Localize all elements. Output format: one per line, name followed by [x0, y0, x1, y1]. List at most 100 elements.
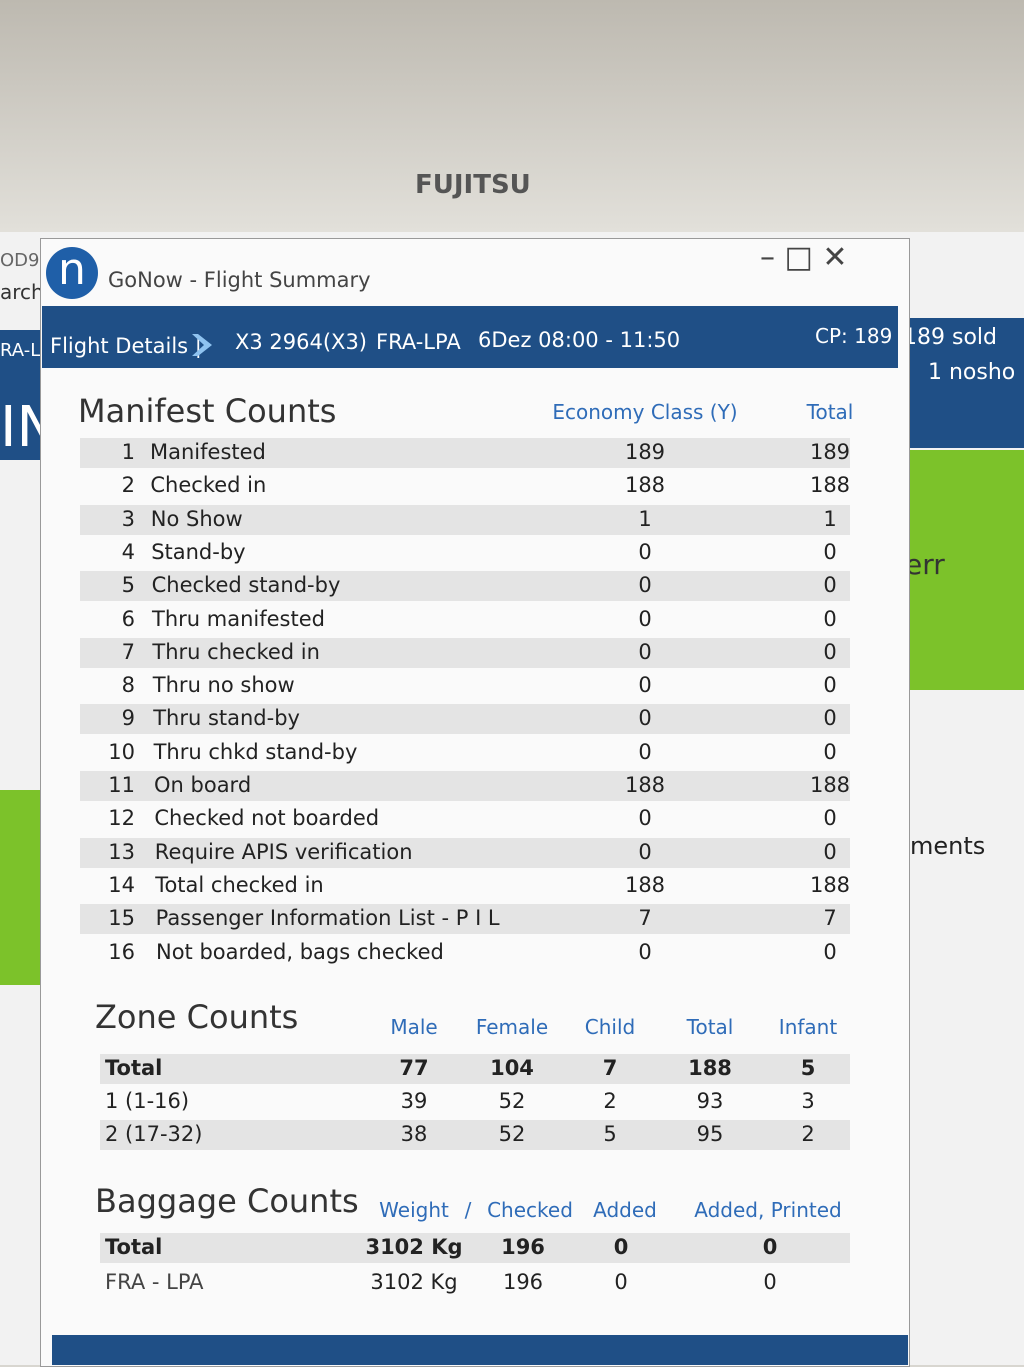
row-value: 189: [624, 440, 666, 464]
row-value: 38: [400, 1122, 428, 1146]
row-value: 5: [800, 1056, 816, 1080]
column-header: Added, Printed: [694, 1198, 842, 1222]
row-value: 188: [624, 773, 666, 797]
window-controls[interactable]: – □ ✕: [760, 240, 848, 275]
row-stripe: [80, 704, 850, 735]
row-value: 0: [638, 739, 652, 764]
row-number: 11: [108, 773, 135, 797]
row-value: 7: [638, 906, 652, 931]
row-value: 188: [809, 872, 851, 897]
header-bar: [42, 306, 898, 368]
row-number: 14: [108, 872, 135, 897]
window: [40, 238, 910, 1367]
row-value: 93: [696, 1089, 724, 1113]
row-value: 188: [624, 872, 666, 897]
baggage-title: Baggage Counts: [95, 1182, 359, 1220]
row-value: 1: [823, 506, 837, 531]
row-value: 0: [823, 539, 837, 564]
row-value: 1: [638, 506, 652, 531]
bottom-bar: [52, 1335, 908, 1365]
row-label: On board: [154, 773, 252, 797]
row-number: 4: [121, 539, 135, 564]
window-title: GoNow - Flight Summary: [108, 268, 371, 292]
row-stripe: [80, 571, 850, 602]
row-stripe: [100, 1233, 850, 1263]
row-value: 0: [638, 539, 652, 564]
row-stripe: [100, 1120, 850, 1150]
row-stripe: [80, 504, 850, 535]
row-label: Checked stand-by: [151, 573, 341, 598]
row-number: 6: [121, 606, 135, 631]
row-value: 189: [809, 440, 851, 464]
left-text: arch: [0, 280, 44, 304]
row-label: Checked not boarded: [154, 806, 380, 831]
row-number: 15: [108, 906, 135, 931]
cp: CP: 189: [815, 324, 893, 348]
column-header: /: [464, 1198, 472, 1222]
row-value: 77: [399, 1056, 429, 1080]
row-label: Total: [105, 1235, 163, 1259]
manifest-title: Manifest Counts: [78, 392, 337, 430]
row-value: 196: [502, 1270, 544, 1294]
route: FRA-LPA: [376, 330, 461, 354]
row-label: Not boarded, bags checked: [156, 939, 444, 964]
left-text: OD9: [0, 250, 40, 271]
logo: n: [46, 247, 98, 299]
row-value: 0: [823, 606, 837, 631]
row-number: 10: [108, 739, 135, 764]
row-value: 188: [688, 1056, 732, 1080]
right-green: [905, 450, 1024, 690]
column-header: Added: [593, 1198, 657, 1222]
row-number: 2: [121, 473, 135, 498]
row-value: 0: [823, 739, 837, 764]
column-header: Total: [686, 1015, 734, 1039]
row-value: 0: [762, 1235, 778, 1259]
left-text: RA-L: [0, 340, 41, 361]
row-value: 0: [823, 639, 837, 664]
column-header: Total: [806, 400, 854, 424]
row-value: 3102 Kg: [370, 1270, 458, 1294]
row-value: 39: [400, 1089, 428, 1113]
row-value: 0: [613, 1235, 629, 1259]
row-value: 196: [501, 1235, 545, 1259]
left-green: [0, 790, 42, 985]
row-label: Thru no show: [152, 673, 295, 698]
row-value: 0: [823, 939, 837, 964]
monitor-brand: FUJITSU: [415, 170, 531, 200]
row-number: 12: [108, 806, 135, 831]
column-header: Female: [475, 1015, 549, 1039]
row-number: 3: [121, 506, 135, 531]
row-value: 95: [696, 1122, 724, 1146]
row-stripe: [80, 904, 850, 935]
column-header: Child: [584, 1015, 636, 1039]
row-number: 9: [121, 706, 135, 731]
flight: X3 2964(X3): [235, 330, 367, 354]
plane-icon: [192, 334, 212, 356]
row-stripe: [80, 637, 850, 668]
row-label: Stand-by: [151, 539, 246, 564]
bezel: [0, 0, 1024, 232]
row-label: Checked in: [150, 473, 267, 498]
row-value: 3102 Kg: [365, 1235, 463, 1259]
row-label: Thru stand-by: [153, 706, 300, 731]
row-label: Total checked in: [155, 872, 324, 897]
sold: 189 sold: [903, 325, 997, 350]
row-stripe: [80, 837, 850, 868]
row-value: 0: [823, 706, 837, 731]
row-label: No Show: [150, 506, 243, 531]
row-value: 188: [624, 473, 666, 498]
link[interactable]: ments: [910, 832, 986, 860]
left-blue: [0, 330, 40, 460]
row-value: 0: [638, 706, 652, 731]
row-label: Passenger Information List - P I L: [155, 906, 500, 931]
status: err: [905, 548, 945, 581]
row-stripe: [80, 438, 850, 468]
column-header: Male: [390, 1015, 438, 1039]
zone-title: Zone Counts: [95, 998, 299, 1036]
row-stripe: [100, 1054, 850, 1084]
row-value: 0: [823, 806, 837, 831]
row-stripe: [80, 771, 850, 801]
row-value: 52: [498, 1122, 526, 1146]
row-value: 104: [490, 1056, 534, 1080]
